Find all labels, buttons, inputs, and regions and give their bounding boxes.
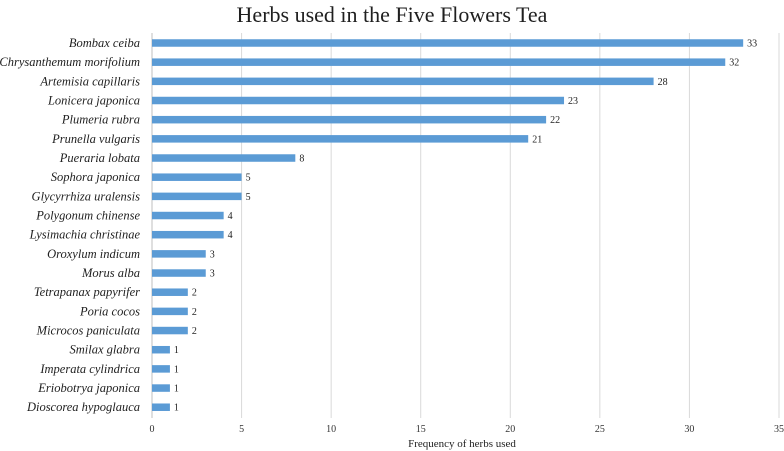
bar bbox=[152, 58, 726, 66]
category-label: Pueraria lobata bbox=[59, 151, 140, 165]
value-label: 2 bbox=[192, 288, 197, 299]
chart-title: Herbs used in the Five Flowers Tea bbox=[236, 2, 548, 27]
category-label: Oroxylum indicum bbox=[47, 247, 140, 261]
bar bbox=[152, 96, 565, 105]
category-label: Artemisia capillaris bbox=[39, 74, 140, 88]
value-label: 1 bbox=[174, 364, 179, 375]
bar bbox=[152, 345, 170, 354]
category-label: Prunella vulgaris bbox=[51, 132, 140, 146]
bar bbox=[152, 39, 744, 47]
category-labels: Bombax ceiba Chrysanthemum morifolium Arte… bbox=[0, 36, 140, 414]
value-label: 1 bbox=[174, 345, 179, 356]
value-label: 1 bbox=[174, 403, 179, 414]
value-label: 5 bbox=[246, 173, 251, 184]
value-label: 4 bbox=[228, 211, 233, 222]
value-label: 23 bbox=[568, 96, 578, 107]
bar bbox=[152, 173, 242, 181]
category-label: Tetrapanax papyrifer bbox=[34, 285, 140, 299]
bar bbox=[152, 192, 242, 201]
category-label: Bombax ceiba bbox=[69, 36, 140, 50]
value-label: 4 bbox=[228, 230, 233, 241]
bar bbox=[152, 77, 654, 86]
bar bbox=[152, 115, 547, 124]
bar bbox=[152, 307, 188, 316]
bars bbox=[152, 39, 744, 411]
category-label: Imperata cylindrica bbox=[39, 362, 140, 376]
category-label: Polygonum chinense bbox=[35, 209, 140, 223]
x-tick-label: 15 bbox=[416, 424, 426, 435]
category-label: Eriobotrya japonica bbox=[37, 381, 140, 395]
category-label: Sophora japonica bbox=[51, 170, 140, 184]
value-label: 22 bbox=[550, 115, 560, 126]
gridlines bbox=[151, 33, 780, 418]
bar bbox=[152, 384, 170, 392]
value-label: 5 bbox=[246, 192, 251, 203]
value-label: 3 bbox=[210, 249, 215, 260]
bar bbox=[152, 365, 170, 373]
x-tick-label: 10 bbox=[326, 424, 336, 435]
value-label: 28 bbox=[658, 77, 668, 88]
x-axis-title: Frequency of herbs used bbox=[408, 438, 516, 450]
x-tick-label: 5 bbox=[239, 424, 244, 435]
category-label: Glycyrrhiza uralensis bbox=[32, 189, 141, 203]
value-label: 3 bbox=[210, 269, 215, 280]
bar bbox=[152, 135, 529, 143]
category-label: Chrysanthemum morifolium bbox=[0, 55, 140, 69]
x-tick-label: 35 bbox=[774, 424, 784, 435]
bar bbox=[152, 326, 188, 335]
category-label: Morus alba bbox=[81, 266, 140, 280]
category-label: Microcos paniculata bbox=[36, 324, 140, 338]
category-label: Plumeria rubra bbox=[61, 113, 140, 127]
value-label: 21 bbox=[532, 134, 542, 145]
bar bbox=[152, 154, 296, 162]
x-tick-label: 30 bbox=[684, 424, 694, 435]
value-label: 32 bbox=[729, 58, 739, 69]
value-label: 2 bbox=[192, 307, 197, 318]
value-label: 8 bbox=[299, 154, 304, 165]
bar bbox=[152, 230, 224, 239]
x-tick-label: 25 bbox=[595, 424, 605, 435]
category-label: Lonicera japonica bbox=[47, 94, 140, 108]
category-label: Smilax glabra bbox=[70, 343, 140, 357]
bar bbox=[152, 269, 206, 277]
category-label: Lysimachia christinae bbox=[29, 228, 141, 242]
bar bbox=[152, 211, 224, 220]
x-tick-label: 20 bbox=[505, 424, 515, 435]
category-label: Dioscorea hypoglauca bbox=[26, 400, 140, 414]
bar bbox=[152, 403, 170, 411]
bar bbox=[152, 250, 206, 258]
value-label: 1 bbox=[174, 384, 179, 395]
x-tick-label: 0 bbox=[150, 424, 155, 435]
category-label: Poria cocos bbox=[79, 304, 140, 318]
bar bbox=[152, 288, 188, 296]
value-label: 2 bbox=[192, 326, 197, 337]
value-label: 33 bbox=[747, 39, 757, 50]
x-tick-labels: 0 5 10 15 20 25 30 35 bbox=[150, 424, 784, 435]
